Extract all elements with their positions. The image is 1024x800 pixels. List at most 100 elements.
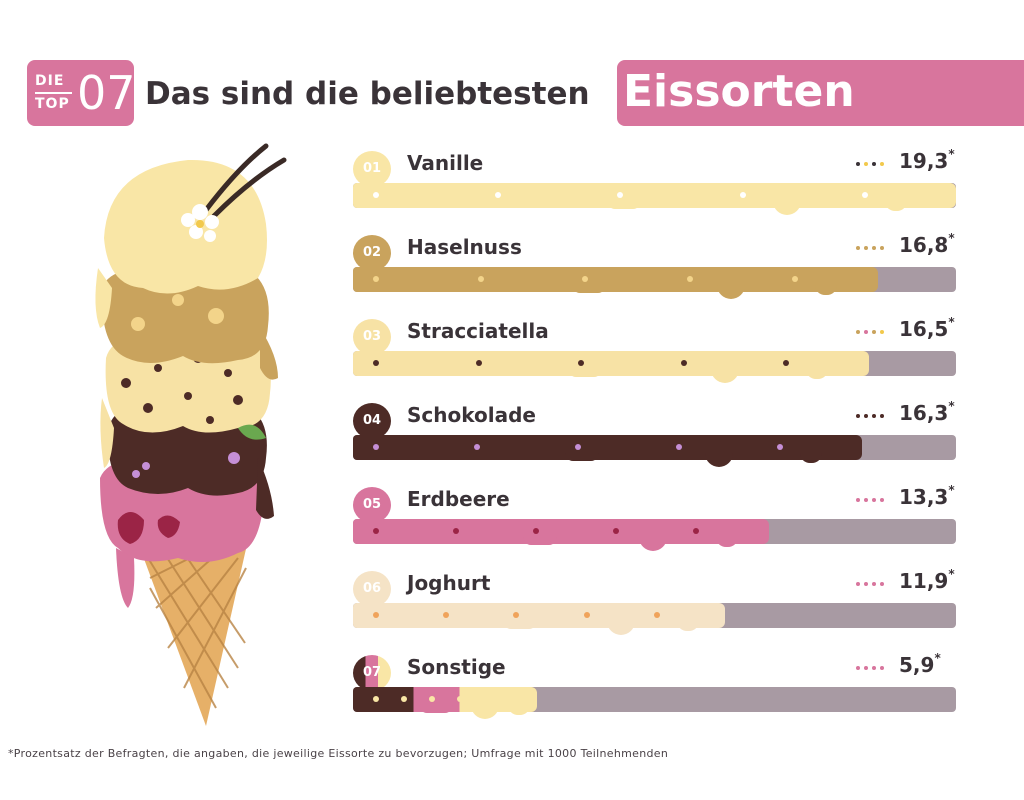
leader-dot [880, 498, 884, 502]
leader-dot [856, 498, 860, 502]
leader-dot [880, 666, 884, 670]
value-label: 5,9* [899, 651, 941, 677]
leader-dot [864, 162, 868, 166]
leader-dot [872, 330, 876, 334]
page-title: Das sind die beliebtesten [145, 76, 590, 112]
leader-dot [872, 498, 876, 502]
leader-dots [856, 582, 892, 586]
bar-track [353, 519, 956, 551]
bar-fill [353, 183, 956, 208]
bar-topping [373, 612, 379, 618]
leader-dot [864, 246, 868, 250]
bar-drip [800, 453, 822, 463]
bar-drip [773, 201, 801, 215]
value-number: 16,5 [899, 317, 949, 341]
leader-dot [856, 162, 860, 166]
bar-topping [453, 528, 459, 534]
rank-badge: 01 [353, 151, 391, 187]
leader-dot [864, 498, 868, 502]
leader-dots [856, 246, 892, 250]
bar-drip [419, 705, 453, 713]
leader-dot [864, 414, 868, 418]
rank-badge: 03 [353, 319, 391, 355]
value-number: 19,3 [899, 149, 949, 173]
bar-topping [474, 444, 480, 450]
leader-dot [856, 246, 860, 250]
leader-dot [864, 330, 868, 334]
value-label: 16,5* [899, 315, 955, 341]
bar-track [353, 687, 956, 719]
bar-topping [681, 360, 687, 366]
bar-topping [740, 192, 746, 198]
bar-topping [584, 612, 590, 618]
leader-dot [856, 414, 860, 418]
leader-dots [856, 666, 892, 670]
rank-badge: 05 [353, 487, 391, 523]
bar-topping [582, 276, 588, 282]
value-asterisk: * [948, 399, 955, 414]
value-label: 11,9* [899, 567, 955, 593]
bar-track [353, 435, 956, 467]
bar-row: 01 Vanille 19,3* [350, 145, 960, 225]
leader-dot [872, 246, 876, 250]
bar-topping [476, 360, 482, 366]
category-label: Schokolade [407, 403, 536, 427]
top-badge: DIE TOP 07 [27, 60, 136, 126]
bar-row: 02 Haselnuss 16,8* [350, 229, 960, 309]
bar-drip [806, 369, 828, 379]
leader-dot [856, 582, 860, 586]
leader-dot [880, 414, 884, 418]
leader-dot [880, 330, 884, 334]
bar-row: 06 Joghurt 11,9* [350, 565, 960, 645]
bar-fill [353, 267, 878, 292]
bar-topping [373, 528, 379, 534]
leader-dot [856, 666, 860, 670]
title-highlight: Eissorten [623, 66, 855, 117]
bar-topping [485, 696, 491, 702]
value-label: 19,3* [899, 147, 955, 173]
leader-dot [880, 246, 884, 250]
bar-row: 07 Sonstige 5,9* [350, 649, 960, 729]
bar-drip [717, 285, 745, 299]
footnote: *Prozentsatz der Befragten, die angaben,… [8, 747, 669, 760]
bar-track [353, 267, 956, 299]
bar-track [353, 183, 956, 215]
value-asterisk: * [948, 567, 955, 582]
badge-top-text: TOP [35, 96, 70, 112]
bar-track [353, 351, 956, 383]
bar-drip [705, 453, 733, 467]
ice-cream-cone-illustration [95, 143, 287, 726]
leader-dots [856, 414, 892, 418]
bar-topping [373, 360, 379, 366]
bar-track [353, 603, 956, 635]
leader-dot [864, 666, 868, 670]
bar-topping [654, 612, 660, 618]
value-label: 16,8* [899, 231, 955, 257]
bar-topping [495, 192, 501, 198]
leader-dot [872, 582, 876, 586]
bar-fill [353, 435, 862, 460]
bar-drip [716, 537, 738, 547]
leader-dot [856, 330, 860, 334]
leader-dots [856, 330, 892, 334]
badge-divider [35, 92, 72, 94]
bar-topping [373, 276, 379, 282]
badge-number: 07 [77, 66, 136, 120]
value-asterisk: * [948, 315, 955, 330]
bar-drip [639, 537, 667, 551]
leader-dots [856, 162, 892, 166]
bar-row: 05 Erdbeere 13,3* [350, 481, 960, 561]
bar-row: 04 Schokolade 16,3* [350, 397, 960, 477]
bar-drip [607, 621, 635, 635]
bar-row: 03 Stracciatella 16,5* [350, 313, 960, 393]
bar-drip [607, 201, 641, 209]
category-label: Joghurt [407, 571, 491, 595]
bar-topping [792, 276, 798, 282]
value-number: 5,9 [899, 653, 935, 677]
bar-drip [471, 705, 499, 719]
category-label: Haselnuss [407, 235, 522, 259]
bar-topping [575, 444, 581, 450]
leader-dots [856, 498, 892, 502]
category-label: Stracciatella [407, 319, 549, 343]
bar-topping [478, 276, 484, 282]
